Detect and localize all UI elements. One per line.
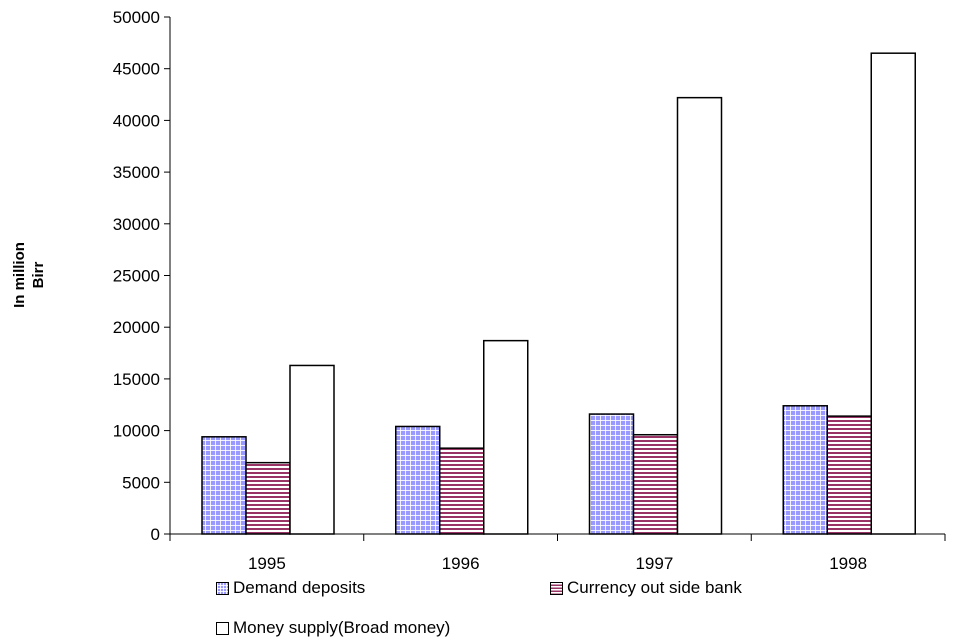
bar-money-supply	[870, 52, 916, 535]
y-axis-title-line-1: In million	[11, 242, 28, 308]
legend-swatch-demand-deposits	[216, 581, 229, 595]
y-tick-label: 25000	[113, 267, 160, 286]
y-axis-title: In million Birr	[11, 242, 47, 308]
bars-group	[201, 52, 916, 535]
bar-currency-out-side-bank	[826, 415, 872, 535]
x-tick-label: 1997	[635, 554, 673, 573]
y-axis: 0 5000 10000 15000 20000 25000 30000 35000 40000…	[113, 8, 171, 544]
x-axis: 1995 1996 1997 1998	[169, 533, 946, 573]
y-tick-label: 15000	[113, 370, 160, 389]
bar-demand-deposits	[201, 436, 247, 535]
bar-currency-out-side-bank	[439, 447, 485, 535]
y-tick-label: 0	[151, 525, 160, 544]
legend-item-money-supply: Money supply(Broad money)	[216, 618, 450, 638]
bar-money-supply	[289, 364, 335, 535]
x-tick-label: 1998	[829, 554, 867, 573]
bar-demand-deposits	[395, 425, 441, 535]
y-tick-label: 50000	[113, 8, 160, 27]
y-tick-label: 10000	[113, 422, 160, 441]
y-tick-label: 45000	[113, 60, 160, 79]
y-axis-title-line-2: Birr	[30, 262, 47, 289]
legend-item-currency-out-side-bank: Currency out side bank	[550, 578, 742, 598]
y-tick-label: 30000	[113, 215, 160, 234]
bar-demand-deposits	[588, 413, 635, 535]
legend-swatch-currency-out-side-bank	[550, 581, 563, 595]
bar-currency-out-side-bank	[632, 433, 679, 535]
y-tick-label: 20000	[113, 318, 160, 337]
bar-money-supply	[483, 339, 529, 535]
y-tick-label: 40000	[113, 111, 160, 130]
x-tick-label: 1995	[248, 554, 286, 573]
legend-swatch-money-supply	[216, 621, 229, 635]
legend-label-demand-deposits: Demand deposits	[233, 578, 366, 597]
legend-label-currency-out-side-bank: Currency out side bank	[567, 578, 742, 597]
y-tick-label: 35000	[113, 163, 160, 182]
legend-item-demand-deposits: Demand deposits	[216, 578, 365, 598]
legend-label-money-supply: Money supply(Broad money)	[233, 618, 451, 637]
bar-money-supply	[676, 96, 723, 535]
y-tick-label: 5000	[122, 473, 160, 492]
x-tick-label: 1996	[442, 554, 480, 573]
bar-currency-out-side-bank	[245, 461, 291, 535]
bar-demand-deposits	[782, 405, 828, 535]
